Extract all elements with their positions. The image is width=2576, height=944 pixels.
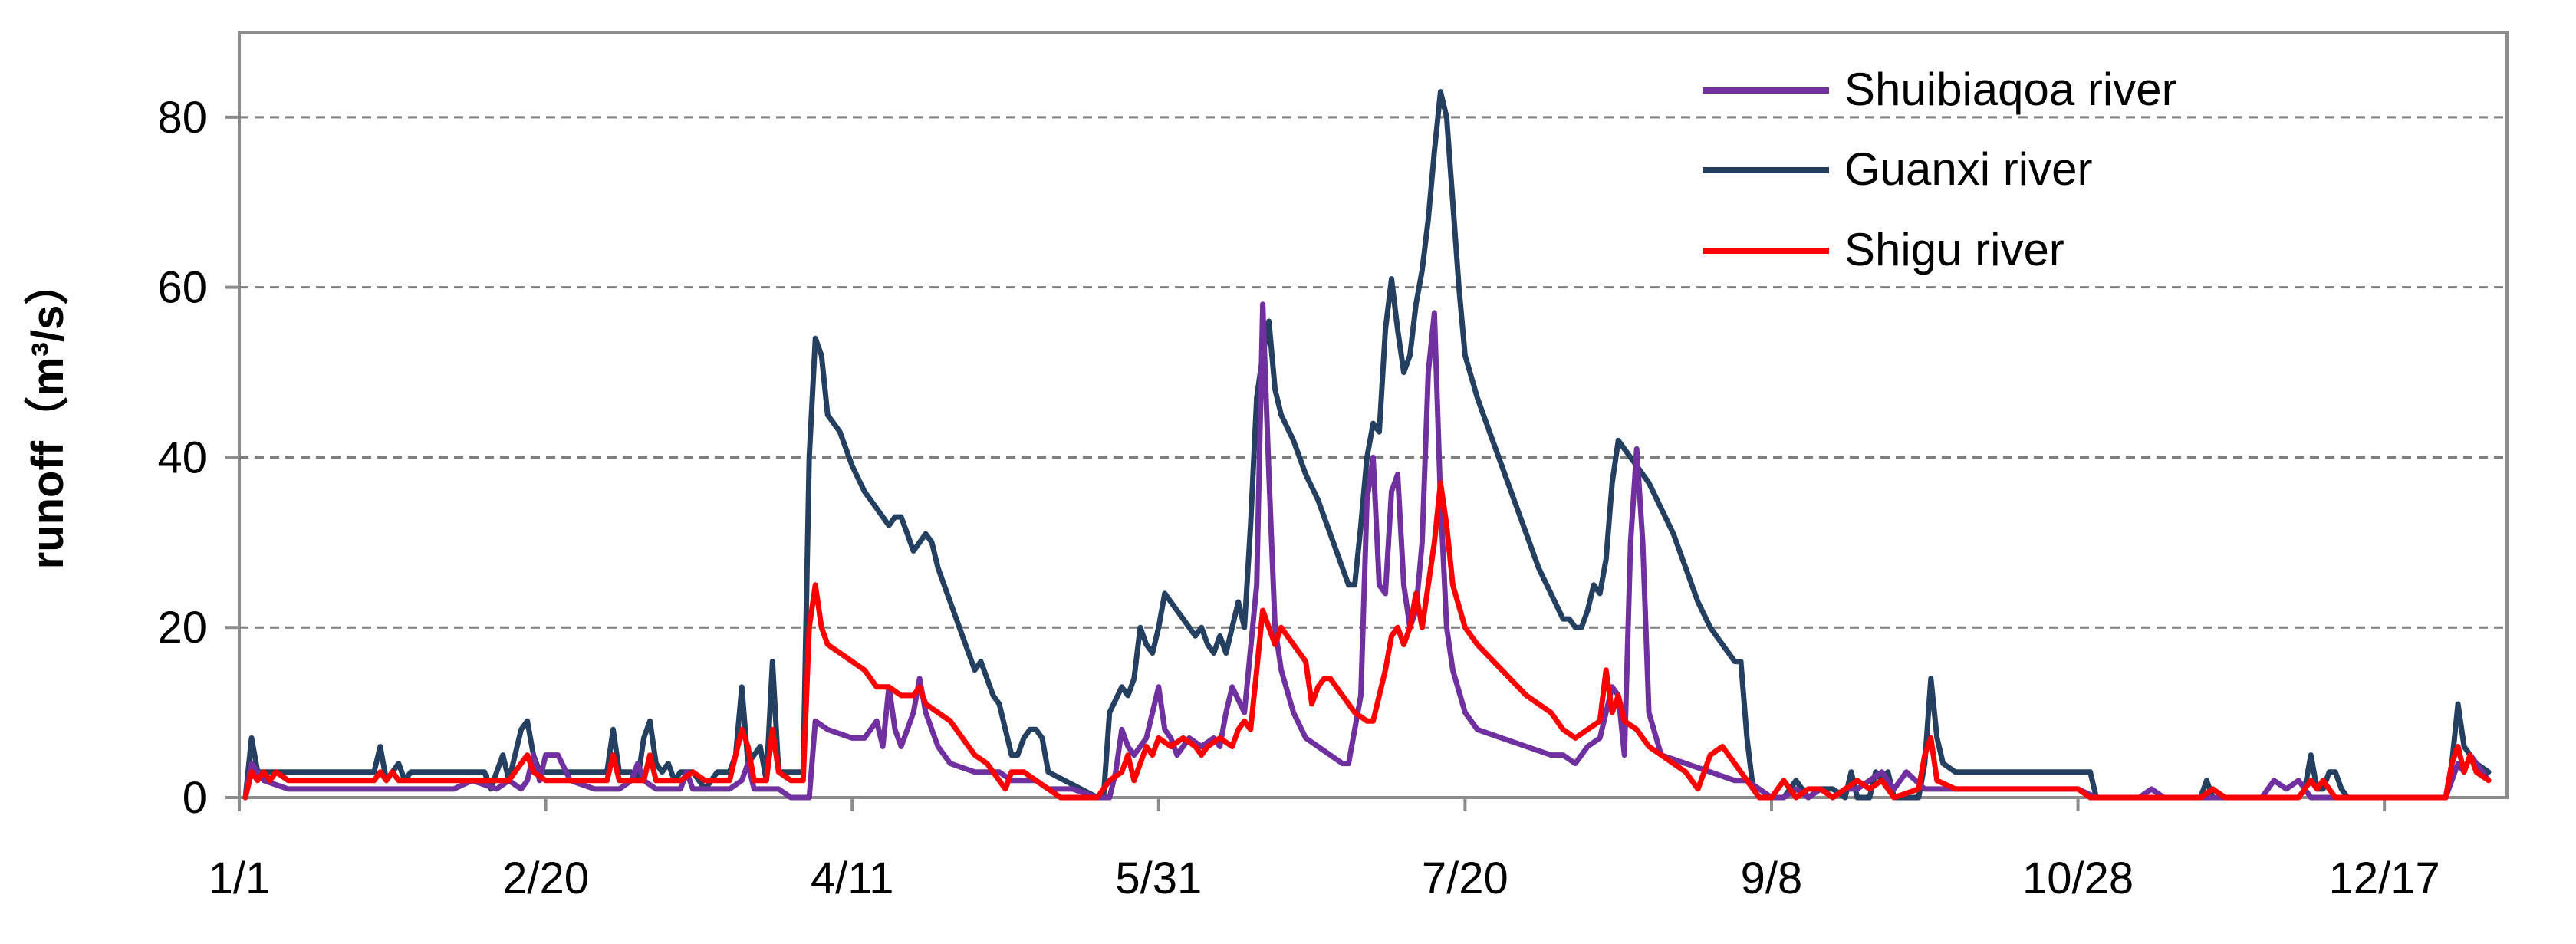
x-tick-label: 1/1 (209, 854, 271, 903)
x-tick-label: 12/17 (2329, 854, 2440, 903)
y-tick-label: 0 (183, 773, 207, 823)
y-tick-label: 20 (157, 603, 207, 653)
series-layer (242, 89, 2492, 801)
x-tick-label: 5/31 (1115, 854, 1202, 903)
x-axis: 1/1 2/20 4/11 5/31 7/20 9/8 10/28 12/17 (209, 798, 2440, 903)
y-axis-title: runoff（m³/s） (23, 261, 73, 570)
y-axis: 0 20 40 60 80 (157, 93, 239, 823)
x-tick-label: 2/20 (502, 854, 589, 903)
x-tick-label: 4/11 (811, 854, 894, 903)
series-line-shigu-river (242, 480, 2492, 801)
legend-label-shigu: Shigu river (1844, 224, 2064, 275)
x-tick-label: 9/8 (1741, 854, 1803, 903)
legend-label-guanxi: Guanxi river (1844, 143, 2092, 195)
x-tick-label: 7/20 (1422, 854, 1508, 903)
gridlines (239, 116, 2507, 629)
x-tick-label: 10/28 (2022, 854, 2134, 903)
legend-label-shuibiaqoa: Shuibiaqoa river (1844, 64, 2177, 115)
series-line-guanxi-river (242, 89, 2492, 801)
y-tick-label: 60 (157, 263, 207, 313)
plot-frame (238, 31, 2509, 799)
legend: Shuibiaqoa river Guanxi river Shigu rive… (1703, 64, 2177, 275)
y-tick-label: 80 (157, 93, 207, 143)
y-tick-label: 40 (157, 433, 207, 482)
